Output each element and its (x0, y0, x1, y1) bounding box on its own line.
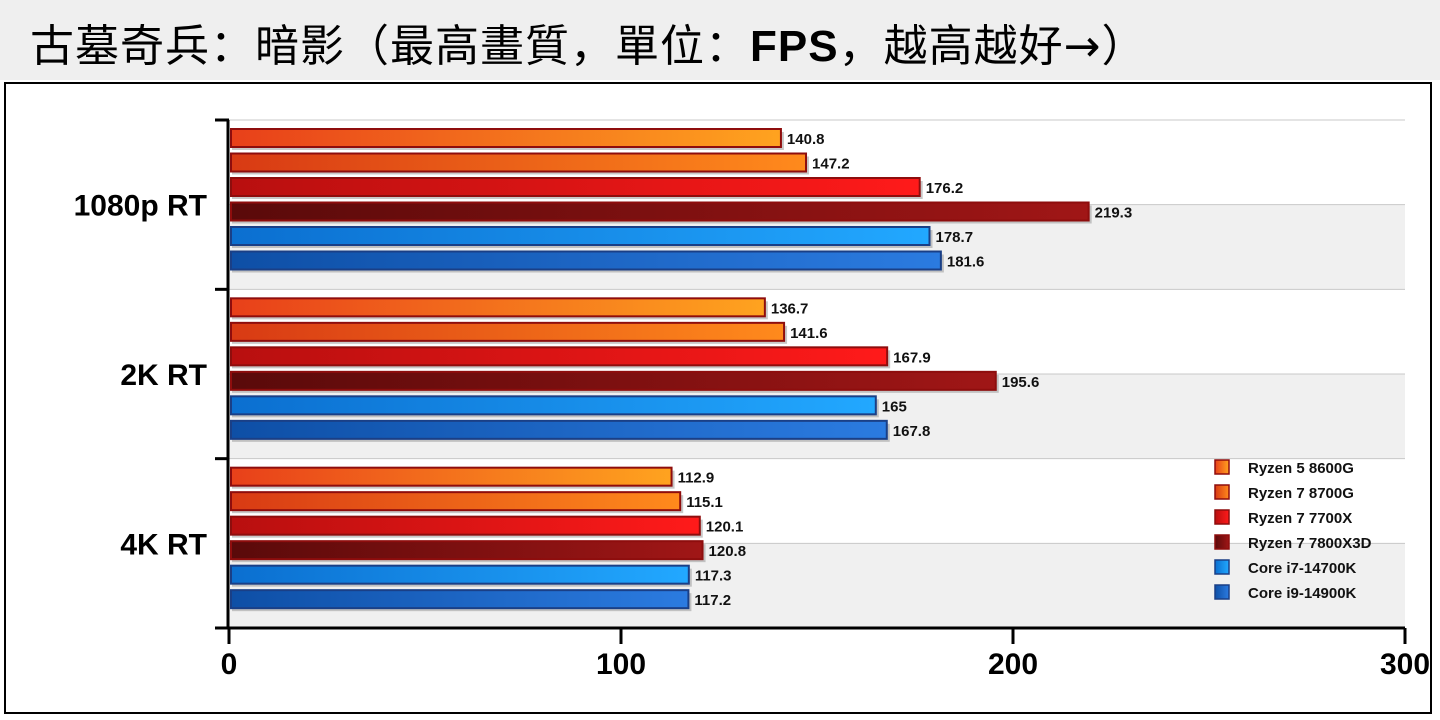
value-label: 147.2 (812, 156, 850, 173)
value-label: 219.3 (1095, 205, 1133, 222)
bar-4k-rt-ryzen-7-8700g (230, 491, 682, 512)
bar-1080p-rt-ryzen-7-7800x3d (230, 201, 1090, 222)
x-tick-label: 100 (596, 648, 646, 681)
value-label: 195.6 (1002, 374, 1040, 391)
bar-4k-rt-core-i7-14700k (230, 564, 690, 585)
legend-label: Ryzen 7 7800X3D (1248, 535, 1372, 552)
bar-4k-rt-ryzen-7-7800x3d (230, 540, 704, 561)
category-label: 2K RT (120, 359, 207, 392)
value-label: 117.3 (695, 568, 732, 585)
bar-2k-rt-core-i7-14700k (230, 395, 877, 416)
value-label: 181.6 (947, 254, 985, 271)
title-prefix: 古墓奇兵：暗影（最高畫質，單位： (30, 21, 750, 72)
legend-swatch-ryzen-7-7800x3d (1214, 534, 1230, 550)
bar-2k-rt-ryzen-7-7700x (230, 346, 889, 367)
title-bar: 古墓奇兵：暗影（最高畫質，單位：FPS，越高越好→） (0, 0, 1440, 80)
legend-label: Core i7-14700K (1248, 560, 1357, 577)
value-label: 112.9 (678, 470, 715, 487)
value-label: 165 (882, 398, 907, 415)
bar-1080p-rt-core-i9-14900k (230, 250, 942, 271)
legend-swatch-core-i7-14700k (1214, 559, 1230, 575)
bar-4k-rt-ryzen-5-8600g (230, 466, 673, 487)
legend-label: Ryzen 7 7700X (1248, 510, 1352, 527)
bar-4k-rt-core-i9-14900k (230, 589, 690, 610)
value-label: 140.8 (787, 131, 825, 148)
bar-2k-rt-ryzen-7-8700g (230, 321, 786, 342)
legend-label: Ryzen 7 8700G (1248, 485, 1354, 502)
bar-4k-rt-ryzen-7-7700x (230, 515, 701, 536)
bar-1080p-rt-core-i7-14700k (230, 226, 931, 246)
value-label: 115.1 (686, 494, 723, 511)
legend-label: Ryzen 5 8600G (1248, 460, 1354, 477)
value-label: 167.9 (893, 349, 931, 366)
legend-swatch-core-i9-14900k (1214, 584, 1230, 600)
category-label: 4K RT (120, 528, 207, 561)
value-label: 120.1 (706, 519, 744, 536)
bar-2k-rt-ryzen-7-7800x3d (230, 370, 997, 391)
value-label: 117.2 (694, 592, 731, 609)
x-tick-label: 0 (221, 648, 238, 681)
value-label: 120.8 (709, 543, 747, 560)
bar-1080p-rt-ryzen-5-8600g (230, 128, 782, 148)
bar-2k-rt-ryzen-5-8600g (230, 297, 766, 318)
bar-1080p-rt-ryzen-7-7700x (230, 177, 921, 197)
x-tick-label: 200 (988, 648, 1038, 681)
value-label: 176.2 (926, 180, 964, 197)
x-tick-label: 300 (1380, 648, 1430, 681)
bar-1080p-rt-ryzen-7-8700g (230, 152, 808, 173)
bar-2k-rt-core-i9-14900k (230, 419, 888, 440)
title-suffix: ，越高越好→） (838, 21, 1147, 72)
legend-label: Core i9-14900K (1248, 585, 1357, 602)
category-label: 1080p RT (74, 190, 207, 223)
value-label: 167.8 (893, 423, 931, 440)
chart-title: 古墓奇兵：暗影（最高畫質，單位：FPS，越高越好→） (30, 10, 1146, 74)
value-label: 178.7 (936, 229, 974, 246)
title-unit: FPS (750, 22, 839, 71)
legend-swatch-ryzen-7-8700g (1214, 484, 1230, 500)
value-label: 141.6 (790, 325, 828, 342)
value-label: 136.7 (771, 300, 809, 317)
legend-swatch-ryzen-7-7700x (1214, 509, 1230, 525)
legend-swatch-ryzen-5-8600g (1214, 459, 1230, 475)
